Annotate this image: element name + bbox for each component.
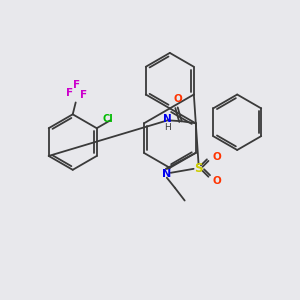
Text: N: N — [162, 169, 172, 179]
Text: S: S — [194, 162, 203, 175]
Text: N: N — [164, 114, 172, 124]
Text: O: O — [173, 94, 182, 104]
Text: Cl: Cl — [102, 114, 113, 124]
Text: H: H — [164, 123, 171, 132]
Text: F: F — [80, 89, 87, 100]
Text: F: F — [66, 88, 73, 98]
Text: O: O — [212, 176, 221, 186]
Text: O: O — [212, 152, 221, 162]
Text: F: F — [73, 80, 80, 90]
